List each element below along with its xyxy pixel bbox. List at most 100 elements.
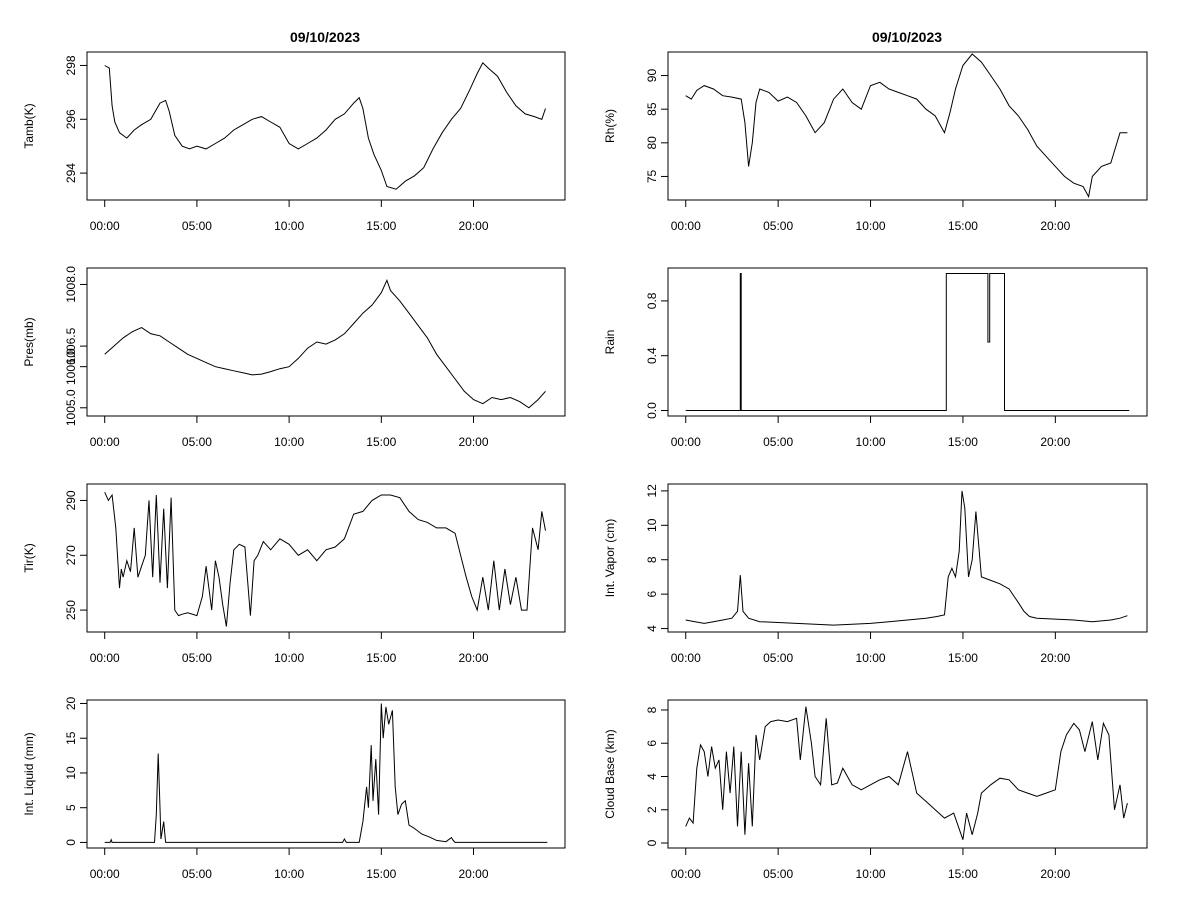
y-axis: 0.0 0.4 0.8	[645, 292, 669, 419]
y-tick-label: 2	[645, 806, 659, 813]
y-tick-label: 0.0	[645, 402, 659, 419]
y-tick-label: 290	[64, 490, 78, 510]
x-tick-label: 20:00	[1040, 219, 1070, 233]
panel-rh: 09/10/2023 Rh(%) 75 80 85 90 00:00 05:00 10:0…	[603, 29, 1148, 233]
y-axis-label: Int. Liquid (mm)	[22, 732, 36, 815]
y-tick-label: 15	[64, 731, 78, 745]
y-tick-label: 1008.0	[64, 266, 78, 303]
y-tick-label: 1006.5	[64, 327, 78, 364]
x-axis: 00:00 05:00 10:00 15:00 20:00	[90, 631, 489, 665]
plot-frame	[86, 267, 566, 417]
y-tick-label: 4	[645, 625, 659, 632]
x-axis: 00:00 05:00 10:00 15:00 20:00	[671, 199, 1071, 233]
y-tick-label: 270	[64, 545, 78, 565]
panel-cloud-base: Cloud Base (km) 0 2 4 6 8 00:00 05:00 10:00 15:…	[603, 699, 1148, 881]
series-line	[104, 61, 546, 190]
x-tick-label: 15:00	[366, 867, 396, 881]
x-tick-label: 20:00	[459, 867, 489, 881]
y-axis: 0 2 4 6 8	[645, 706, 669, 846]
x-axis: 00:00 05:00 10:00 15:00 20:00	[90, 199, 489, 233]
x-tick-label: 05:00	[182, 219, 212, 233]
x-tick-label: 20:00	[459, 435, 489, 449]
x-tick-label: 00:00	[90, 435, 120, 449]
x-tick-label: 05:00	[182, 651, 212, 665]
y-axis: 75 80 85 90	[645, 69, 669, 183]
x-tick-label: 10:00	[274, 219, 304, 233]
x-tick-label: 00:00	[671, 435, 701, 449]
x-tick-label: 15:00	[366, 651, 396, 665]
y-tick-label: 1005.0	[64, 389, 78, 426]
y-tick-label: 20	[64, 696, 78, 710]
x-tick-label: 20:00	[459, 651, 489, 665]
y-tick-label: 90	[645, 69, 659, 83]
x-tick-label: 05:00	[763, 867, 793, 881]
panel-tir: Tir(K) 250 270 290 00:00 05:00 10:00 15:00 20:…	[22, 483, 566, 665]
x-tick-label: 15:00	[948, 867, 978, 881]
y-tick-label: 250	[64, 600, 78, 620]
x-axis: 00:00 05:00 10:00 15:00 20:00	[90, 847, 489, 881]
x-tick-label: 05:00	[763, 219, 793, 233]
x-tick-label: 00:00	[90, 219, 120, 233]
x-tick-label: 10:00	[856, 219, 886, 233]
x-tick-label: 05:00	[182, 435, 212, 449]
y-axis-label: Pres(mb)	[22, 317, 36, 366]
y-tick-label: 80	[645, 136, 659, 150]
series-line	[685, 706, 1128, 840]
y-tick-label: 0	[64, 839, 78, 846]
series-line	[685, 490, 1128, 626]
y-axis-label: Int. Vapor (cm)	[603, 519, 617, 597]
y-tick-label: 85	[645, 102, 659, 116]
x-tick-label: 05:00	[763, 435, 793, 449]
x-axis: 00:00 05:00 10:00 15:00 20:00	[671, 415, 1071, 449]
y-tick-label: 298	[64, 55, 78, 75]
y-tick-label: 0	[645, 839, 659, 846]
y-tick-label: 0.4	[645, 347, 659, 364]
y-tick-label: 294	[64, 163, 78, 183]
x-tick-label: 05:00	[182, 867, 212, 881]
y-axis-label: Cloud Base (km)	[603, 729, 617, 818]
series-line	[685, 53, 1128, 199]
x-tick-label: 20:00	[1040, 435, 1070, 449]
x-tick-label: 15:00	[948, 435, 978, 449]
x-tick-label: 10:00	[856, 867, 886, 881]
x-tick-label: 05:00	[763, 651, 793, 665]
panel-title: 09/10/2023	[872, 29, 942, 45]
panel-tamb: 09/10/2023 Tamb(K) 294 296 298 00:00 05:00 1…	[22, 29, 566, 233]
x-axis: 00:00 05:00 10:00 15:00 20:00	[671, 847, 1071, 881]
y-tick-label: 12	[645, 484, 659, 498]
x-tick-label: 20:00	[1040, 867, 1070, 881]
panel-int-vapor: Int. Vapor (cm) 4 6 8 10 12 00:00 05:00 10:00 1…	[603, 483, 1148, 665]
y-tick-label: 6	[645, 740, 659, 747]
x-axis: 00:00 05:00 10:00 15:00 20:00	[90, 415, 489, 449]
y-axis: 4 6 8 10 12	[645, 484, 669, 632]
x-tick-label: 00:00	[671, 867, 701, 881]
x-tick-label: 15:00	[366, 219, 396, 233]
x-tick-label: 15:00	[948, 219, 978, 233]
x-axis: 00:00 05:00 10:00 15:00 20:00	[671, 631, 1071, 665]
panel-title: 09/10/2023	[290, 29, 360, 45]
plot-frame	[86, 51, 566, 201]
x-tick-label: 00:00	[90, 867, 120, 881]
plot-frame	[667, 483, 1148, 633]
y-tick-label: 8	[645, 556, 659, 563]
y-axis: 0 5 10 15 20	[64, 696, 88, 846]
panel-int-liquid: Int. Liquid (mm) 0 5 10 15 20 00:00 05:00 10:0…	[22, 696, 566, 881]
y-tick-label: 5	[64, 804, 78, 811]
y-axis-label: Tir(K)	[22, 543, 36, 573]
y-axis-label: Rh(%)	[603, 109, 617, 143]
x-tick-label: 20:00	[459, 219, 489, 233]
x-tick-label: 00:00	[671, 219, 701, 233]
y-axis-label: Rain	[603, 330, 617, 355]
x-tick-label: 10:00	[274, 435, 304, 449]
panel-rain: Rain 0.0 0.4 0.8 00:00 05:00 10:00 15:00 20:00	[603, 267, 1148, 449]
y-axis: 250 270 290	[64, 490, 88, 620]
y-tick-label: 296	[64, 109, 78, 129]
series-line	[104, 703, 548, 843]
plot-frame	[667, 51, 1148, 201]
x-tick-label: 10:00	[856, 651, 886, 665]
x-tick-label: 00:00	[90, 651, 120, 665]
y-tick-label: 1006.0	[64, 348, 78, 385]
